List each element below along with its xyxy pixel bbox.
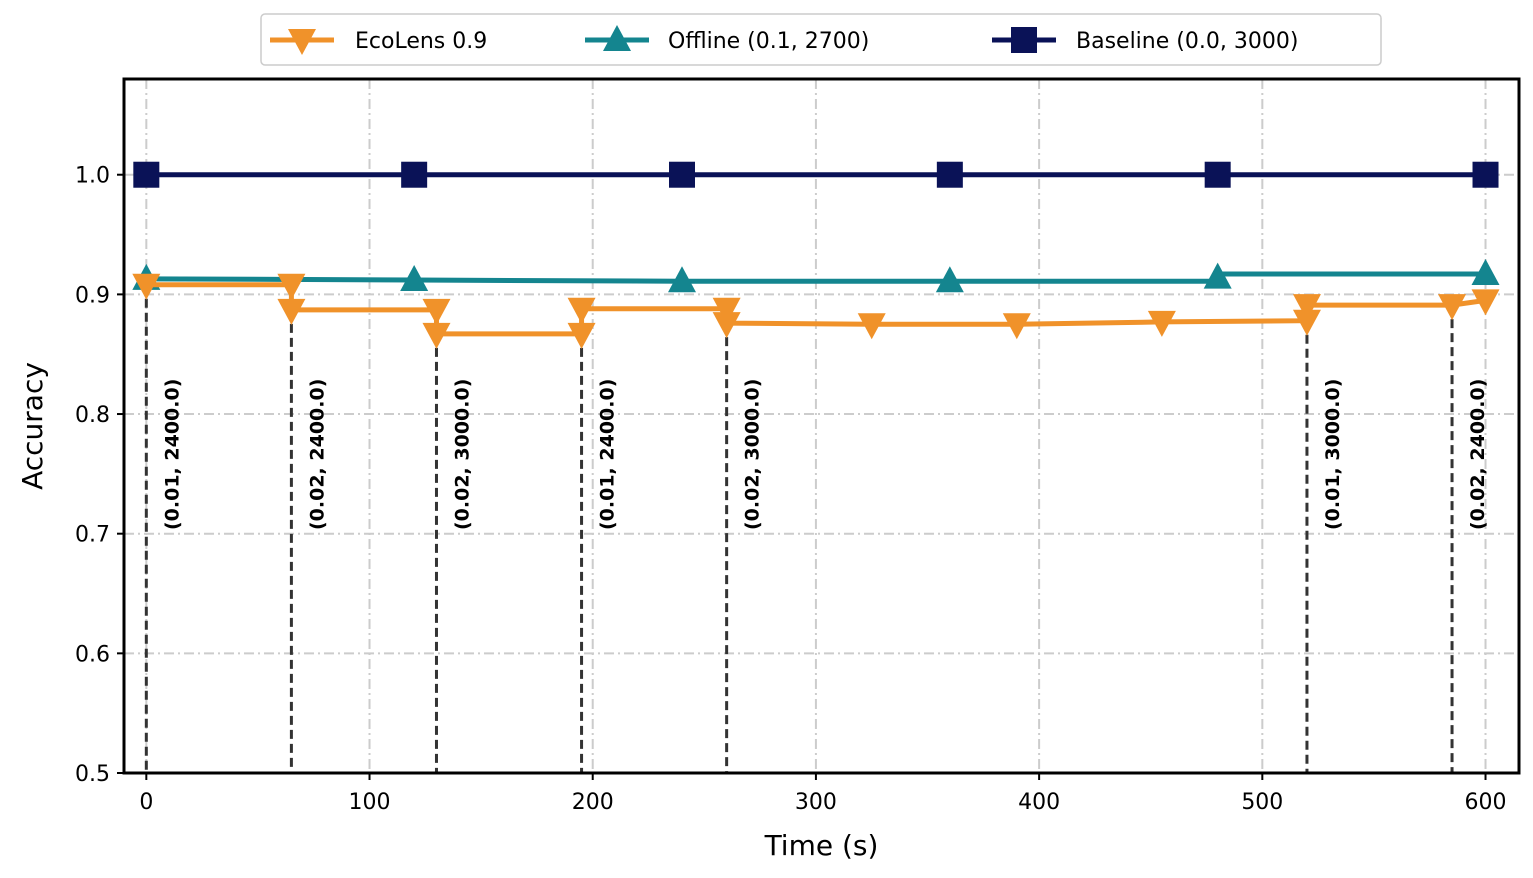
annotation-label: (0.01, 2400.0) bbox=[161, 379, 183, 530]
annotation-label: (0.02, 2400.0) bbox=[1467, 379, 1489, 530]
switch-annotations: (0.01, 2400.0) (0.02, 2400.0) (0.02, 3000.… bbox=[144, 284, 1489, 773]
x-tick-label: 0 bbox=[139, 790, 153, 815]
data-point bbox=[422, 298, 451, 325]
data-point bbox=[422, 322, 451, 349]
legend: EcoLens 0.9 Offline (0.1, 2700) Baseline (… bbox=[260, 13, 1382, 66]
data-point bbox=[712, 312, 741, 339]
annotation-label: (0.02, 3000.0) bbox=[451, 379, 473, 530]
y-tick-label: 0.9 bbox=[75, 283, 110, 308]
data-point bbox=[400, 265, 429, 292]
x-tick-label: 400 bbox=[1018, 790, 1060, 815]
data-point bbox=[1292, 294, 1321, 321]
data-point bbox=[712, 297, 741, 324]
y-tick-label: 0.6 bbox=[75, 642, 110, 667]
legend-marker bbox=[288, 29, 316, 55]
x-axis-label: Time (s) bbox=[764, 829, 879, 862]
data-point bbox=[132, 273, 161, 300]
y-axis-label: Accuracy bbox=[16, 362, 49, 490]
x-tick-label: 200 bbox=[572, 790, 614, 815]
data-point bbox=[1203, 262, 1232, 289]
series-0 bbox=[132, 273, 1500, 349]
data-point bbox=[1292, 309, 1321, 336]
y-tick-label: 0.7 bbox=[75, 523, 110, 548]
x-tick-label: 100 bbox=[349, 790, 391, 815]
legend-marker bbox=[1011, 27, 1037, 53]
y-tick-label: 1.0 bbox=[75, 164, 110, 189]
series-2 bbox=[133, 161, 1499, 188]
y-tick-label: 0.5 bbox=[75, 762, 110, 787]
plot-frame bbox=[122, 77, 1521, 775]
annotation-label: (0.02, 3000.0) bbox=[742, 379, 764, 530]
data-point bbox=[1438, 294, 1467, 321]
data-point bbox=[1471, 259, 1500, 286]
legend-label: Baseline (0.0, 3000) bbox=[1076, 29, 1298, 54]
data-point bbox=[567, 322, 596, 349]
data-point bbox=[1471, 289, 1500, 316]
data-point bbox=[277, 298, 306, 325]
data-point bbox=[567, 297, 596, 324]
annotation-label: (0.01, 2400.0) bbox=[597, 379, 619, 530]
legend-marker bbox=[603, 25, 631, 51]
data-point bbox=[668, 266, 696, 293]
data-point bbox=[857, 313, 886, 340]
legend-label: EcoLens 0.9 bbox=[355, 29, 487, 54]
x-tick-label: 500 bbox=[1241, 790, 1283, 815]
data-point bbox=[1147, 310, 1176, 337]
axis-ticks: 0 100 200 300 400 500 600 0.5 0.6 0.7 0.8 0.9 1.0 bbox=[75, 164, 1507, 815]
data-series bbox=[132, 161, 1500, 349]
data-point bbox=[1002, 313, 1031, 340]
x-tick-label: 300 bbox=[795, 790, 837, 815]
data-point bbox=[669, 161, 695, 188]
series-line bbox=[146, 271, 1486, 284]
y-tick-label: 0.8 bbox=[75, 403, 110, 428]
data-point bbox=[401, 161, 428, 188]
x-tick-label: 600 bbox=[1465, 790, 1507, 815]
annotation-label: (0.01, 3000.0) bbox=[1322, 379, 1344, 530]
annotation-label: (0.02, 2400.0) bbox=[306, 379, 328, 530]
grid bbox=[124, 79, 1519, 774]
data-point bbox=[133, 161, 160, 188]
data-point bbox=[277, 273, 306, 300]
data-point bbox=[1204, 161, 1231, 188]
legend-label: Offline (0.1, 2700) bbox=[668, 29, 869, 54]
data-point bbox=[935, 266, 964, 293]
data-point bbox=[1472, 161, 1499, 188]
data-point bbox=[936, 161, 963, 188]
legend-box bbox=[260, 13, 1382, 66]
